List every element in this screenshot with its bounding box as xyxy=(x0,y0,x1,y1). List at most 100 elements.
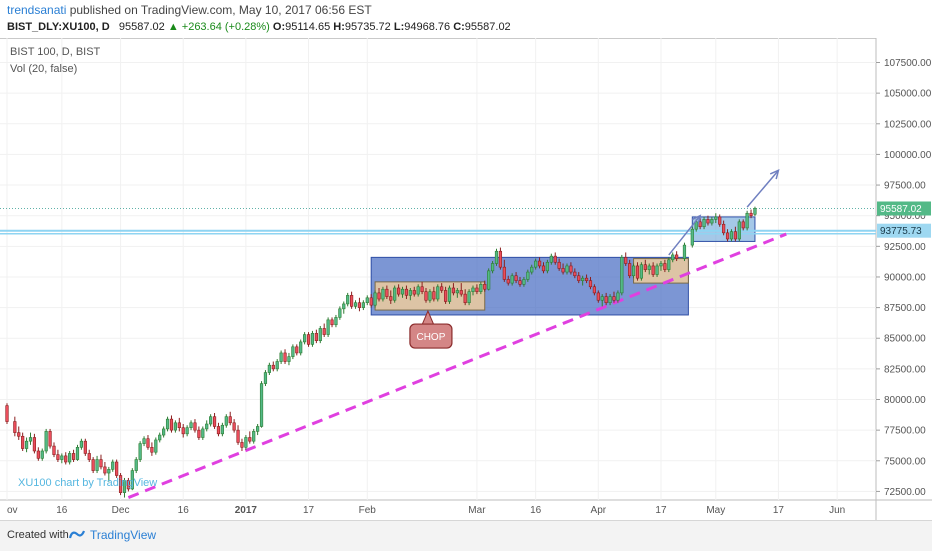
candle-body xyxy=(588,280,593,288)
candle-body xyxy=(518,280,522,285)
candle-body xyxy=(287,356,291,362)
bullish-candle xyxy=(28,432,33,445)
candle-body xyxy=(463,293,467,304)
candle-body xyxy=(565,265,569,273)
candle-body xyxy=(267,364,271,373)
candle-body xyxy=(52,445,56,455)
candle-body xyxy=(252,431,256,442)
candle-body xyxy=(122,480,127,493)
candle-body xyxy=(506,279,510,284)
bullish-candle xyxy=(494,248,499,266)
candle-body xyxy=(318,328,322,341)
bullish-candle xyxy=(381,286,385,302)
bearish-candle xyxy=(103,462,107,476)
candle-body xyxy=(162,428,166,436)
price-tick-label: 82500.00 xyxy=(884,364,926,375)
bullish-candle xyxy=(209,414,213,427)
candle-body xyxy=(498,250,503,268)
bearish-candle xyxy=(21,432,25,451)
candle-body xyxy=(714,216,718,220)
bullish-candle xyxy=(667,257,671,273)
candle-body xyxy=(416,286,420,295)
bearish-candle xyxy=(663,259,667,273)
candle-body xyxy=(596,292,600,301)
bullish-candle xyxy=(549,253,553,265)
candle-body xyxy=(557,261,561,269)
candle-body xyxy=(146,438,150,448)
bullish-candle xyxy=(185,425,189,437)
bearish-candle xyxy=(126,477,130,492)
candle-body xyxy=(733,231,737,240)
candle-body xyxy=(115,461,119,476)
candle-body xyxy=(612,296,616,301)
candle-body xyxy=(530,266,534,273)
bearish-candle xyxy=(377,287,381,302)
bearish-candle xyxy=(216,422,221,437)
candle-body xyxy=(490,263,495,272)
arrow-head-icon xyxy=(769,169,780,180)
bullish-candle xyxy=(455,287,459,298)
candle-body xyxy=(749,212,753,216)
support-trendline xyxy=(127,232,787,499)
candle-body xyxy=(643,264,647,270)
time-tick-label: 17 xyxy=(655,505,667,516)
candle-body xyxy=(107,469,111,474)
bearish-candle xyxy=(588,276,593,290)
candle-body xyxy=(303,334,307,343)
candle-body xyxy=(165,418,170,430)
bullish-candle xyxy=(189,420,193,431)
candle-body xyxy=(271,364,275,370)
price-tick-label: 92500.00 xyxy=(884,242,926,253)
tradingview-brand-link[interactable]: TradingView xyxy=(90,528,157,542)
bullish-candle xyxy=(342,301,346,314)
time-tick-label: 16 xyxy=(178,505,190,516)
candle-body xyxy=(690,228,694,246)
candle-body xyxy=(228,416,232,424)
candle-body xyxy=(240,442,244,448)
bearish-candle xyxy=(322,323,326,338)
chart-watermark: XU100 chart by TradingView xyxy=(18,477,157,489)
bearish-candle xyxy=(733,226,737,242)
candle-body xyxy=(710,219,714,224)
bullish-candle xyxy=(122,477,127,498)
bearish-candle xyxy=(36,447,40,461)
candle-body xyxy=(263,372,268,384)
bearish-candle xyxy=(271,361,275,372)
candle-body xyxy=(447,287,452,302)
time-tick-label: 17 xyxy=(773,505,785,516)
candle-body xyxy=(428,291,432,301)
bullish-candle xyxy=(510,273,514,286)
bearish-candle xyxy=(32,433,37,454)
bearish-candle xyxy=(592,284,596,296)
candle-body xyxy=(64,455,68,463)
price-tick-label: 72500.00 xyxy=(884,487,926,498)
bullish-candle xyxy=(256,424,260,436)
candle-body xyxy=(83,440,87,454)
candle-body xyxy=(181,427,185,435)
candle-body xyxy=(87,453,91,460)
bullish-candle xyxy=(545,259,550,274)
bearish-candle xyxy=(475,284,479,295)
bearish-candle xyxy=(385,285,389,300)
bearish-candle xyxy=(514,272,518,284)
candle-body xyxy=(291,346,295,357)
author-link[interactable]: trendsanati xyxy=(7,3,67,17)
candle-body xyxy=(185,427,189,435)
candle-body xyxy=(279,352,283,362)
bearish-candle xyxy=(741,219,745,231)
candle-body xyxy=(56,454,60,460)
bullish-candle xyxy=(318,325,322,344)
bearish-candle xyxy=(596,290,600,303)
time-tick-label: May xyxy=(706,505,725,516)
bullish-candle xyxy=(60,453,64,464)
bullish-candle xyxy=(530,264,534,275)
bearish-candle xyxy=(240,438,244,451)
bearish-candle xyxy=(169,415,174,433)
bullish-candle xyxy=(162,426,166,438)
price-chart[interactable]: 72500.00 75000.00 77500.00 80000.00 82500.00… xyxy=(0,38,932,520)
key-level-price-label-bg xyxy=(877,223,931,238)
time-tick-label: Feb xyxy=(359,505,377,516)
bullish-candle xyxy=(710,216,714,226)
candle-body xyxy=(154,439,158,453)
candle-body xyxy=(545,261,550,272)
